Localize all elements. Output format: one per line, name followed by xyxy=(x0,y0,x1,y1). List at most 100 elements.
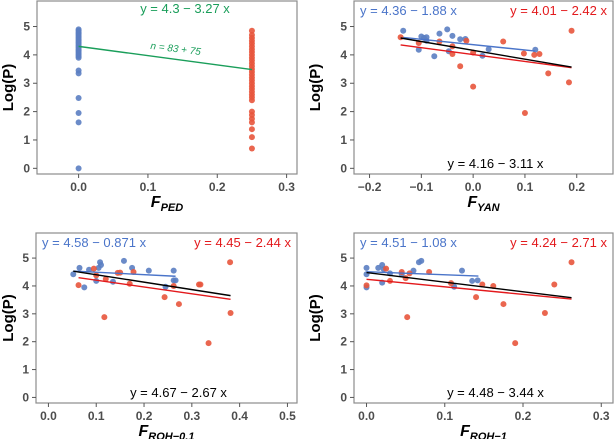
data-point-red xyxy=(117,269,124,276)
data-point-red xyxy=(398,269,405,276)
y-tick-label: 1 xyxy=(340,133,347,147)
x-tick-label: 0.2 xyxy=(568,180,585,194)
x-tick-label: 0.3 xyxy=(183,409,200,423)
data-point-red xyxy=(463,37,470,44)
data-point-red xyxy=(473,294,480,301)
y-tick-label: 2 xyxy=(340,335,347,349)
y-tick-label: 5 xyxy=(340,251,347,265)
equation-label-blue: y = 4.36 − 1.88 x xyxy=(360,3,457,18)
y-tick-label: 4 xyxy=(22,279,29,293)
equation-label-overall: y = 4.3 − 3.27 x xyxy=(140,1,230,16)
x-tick-label: 0.2 xyxy=(136,409,153,423)
data-point-group-0 xyxy=(75,54,82,61)
fit-line-blue xyxy=(73,270,176,277)
data-point-blue xyxy=(400,27,407,34)
x-axis-title-main: F xyxy=(467,194,478,211)
data-point-group-0.25 xyxy=(248,97,255,104)
data-point-red xyxy=(551,281,558,288)
panel-1: 0 1 2 3 4 5 0.0 0.1 0.2 0.3 Log(P) FPED y = 4.3 − 3.… xyxy=(0,0,298,214)
x-axis-title-main: F xyxy=(460,423,471,439)
plot-border xyxy=(35,232,298,404)
x-axis-title: FYAN xyxy=(467,194,500,214)
data-point-red xyxy=(531,51,538,58)
y-tick-label: 1 xyxy=(340,363,347,377)
data-point-group-0.25 xyxy=(248,119,255,126)
fit-line-blue xyxy=(403,36,536,52)
y-tick-label: 3 xyxy=(22,307,29,321)
fit-line-blue xyxy=(366,271,479,277)
data-point-blue xyxy=(458,267,465,274)
x-tick-label: −0.2 xyxy=(358,180,382,194)
data-point-red xyxy=(397,34,404,41)
x-tick-label: 0.1 xyxy=(88,409,105,423)
data-point-red xyxy=(75,282,82,289)
x-tick-label: 0.3 xyxy=(593,409,610,423)
y-tick-label: 5 xyxy=(23,20,30,34)
fit-line-red xyxy=(78,277,231,301)
data-point-blue xyxy=(145,267,152,274)
x-tick-label: 0.2 xyxy=(515,409,532,423)
equation-label-overall: y = 4.67 − 2.67 x xyxy=(130,385,227,400)
y-tick-label: 5 xyxy=(340,20,347,34)
data-point-red xyxy=(161,294,168,301)
x-axis-title-main: F xyxy=(139,423,150,439)
data-point-blue xyxy=(485,46,492,53)
data-point-red xyxy=(383,265,390,272)
y-tick-label: 3 xyxy=(340,76,347,90)
data-point-red xyxy=(536,51,543,58)
y-tick-label: 1 xyxy=(22,363,29,377)
x-tick-label: 0.1 xyxy=(140,180,157,194)
plot-border xyxy=(353,0,614,175)
fit-line-overall xyxy=(73,270,231,297)
data-point-blue xyxy=(76,264,83,271)
data-point-blue xyxy=(444,26,451,33)
fit-line-overall xyxy=(366,271,572,299)
y-axis-title: Log(P) xyxy=(0,294,17,341)
data-point-group-0.25 xyxy=(248,145,255,152)
y-axis-title: Log(P) xyxy=(0,64,17,111)
data-point-red xyxy=(102,275,109,282)
y-tick-label: 0 xyxy=(340,161,347,175)
equation-label-red: y = 4.45 − 2.44 x xyxy=(194,235,291,250)
y-tick-label: 0 xyxy=(340,390,347,404)
data-point-blue xyxy=(474,277,481,284)
data-point-group-0.25 xyxy=(248,126,255,133)
data-point-group-0 xyxy=(75,94,82,101)
x-axis-title: FROH−1 xyxy=(460,423,507,439)
data-point-red xyxy=(90,265,97,272)
y-tick-label: 0 xyxy=(22,390,29,404)
data-point-blue xyxy=(70,271,77,278)
equation-label-red: y = 4.24 − 2.71 x xyxy=(510,235,607,250)
data-point-red xyxy=(520,50,527,57)
panel-3: 0 1 2 3 4 5 0.0 0.1 0.2 0.3 0.4 0.5 Log(P) FROH−0.1 y … xyxy=(0,232,298,439)
data-point-blue xyxy=(436,30,443,37)
x-axis-title-subscript: ROH−0.1 xyxy=(148,431,194,439)
data-point-blue xyxy=(431,53,438,60)
y-tick-label: 0 xyxy=(23,161,30,175)
y-tick-label: 3 xyxy=(340,307,347,321)
data-point-blue xyxy=(418,257,425,264)
y-tick-label: 2 xyxy=(22,335,29,349)
x-tick-label: 0.0 xyxy=(40,409,57,423)
y-tick-label: 2 xyxy=(23,105,30,119)
x-tick-label: 0.5 xyxy=(279,409,296,423)
x-tick-label: 0.0 xyxy=(70,180,87,194)
x-axis-title: FPED xyxy=(151,194,183,214)
fit-line-red xyxy=(366,278,572,300)
equation-label-blue: y = 4.51 − 1.08 x xyxy=(360,235,457,250)
data-point-blue xyxy=(170,267,177,274)
data-point-red xyxy=(363,282,370,289)
x-tick-label: 0.4 xyxy=(231,409,248,423)
x-tick-label: 0.0 xyxy=(465,180,482,194)
y-tick-label: 5 xyxy=(22,251,29,265)
equation-label-overall: y = 4.48 − 3.44 x xyxy=(447,385,544,400)
panel-4: 0 1 2 3 4 5 0.0 0.1 0.2 0.3 Log(P) FROH−1 y = 4.51 −… xyxy=(307,232,614,439)
data-point-group-0 xyxy=(75,110,82,117)
y-axis-title: Log(P) xyxy=(307,294,324,341)
data-point-red xyxy=(545,70,552,77)
data-point-blue xyxy=(457,36,464,43)
data-point-group-0 xyxy=(75,119,82,126)
data-point-red xyxy=(175,301,182,308)
data-point-blue xyxy=(363,264,370,271)
